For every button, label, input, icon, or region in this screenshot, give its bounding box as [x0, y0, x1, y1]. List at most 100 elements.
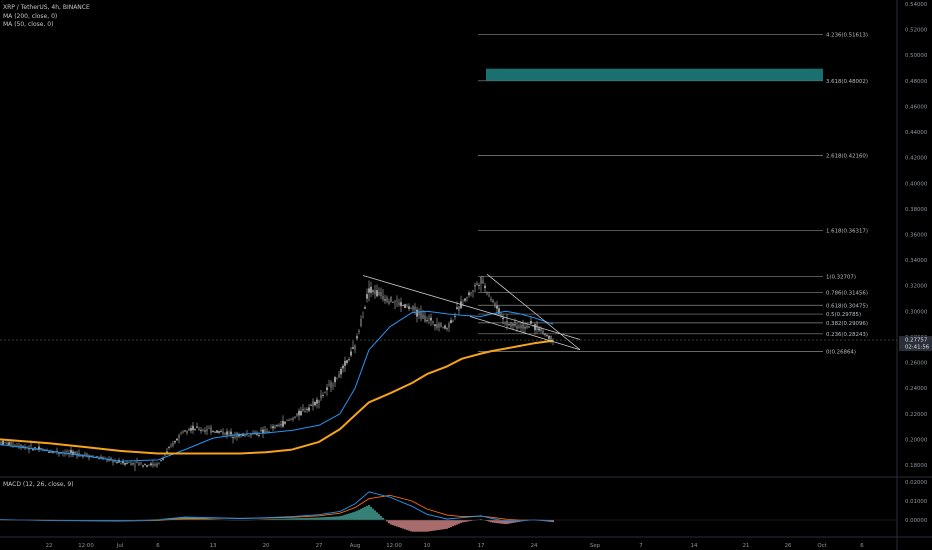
candle-body [212, 431, 214, 432]
candle-body [16, 445, 18, 447]
macd-histogram-bar [436, 520, 438, 531]
time-tick-label: 21 [743, 543, 750, 549]
time-tick-label: 12:00 [78, 543, 94, 549]
candle-body [456, 307, 458, 310]
candle-body [206, 429, 208, 432]
macd-histogram-bar [200, 518, 202, 520]
macd-histogram-bar [154, 519, 156, 520]
fib-level-label: 1.618(0.36317) [826, 228, 868, 234]
macd-histogram-bar [414, 520, 416, 532]
candle-body [516, 325, 518, 329]
candle-body [508, 324, 510, 326]
fib-level-label: 1(0.32707) [826, 275, 856, 281]
candle-body [386, 297, 388, 302]
macd-histogram-bar [424, 520, 426, 532]
candle-body [524, 327, 526, 329]
candle-body [358, 330, 360, 333]
macd-histogram-bar [300, 518, 302, 520]
candle-body [146, 465, 148, 467]
candle-body [474, 285, 476, 287]
candle-body [368, 288, 370, 293]
candle-body [338, 374, 340, 378]
candle-body [208, 428, 210, 430]
price-tick-label: 0.20000 [905, 437, 928, 443]
candle-body [310, 404, 312, 406]
price-tick-label: 0.42000 [905, 156, 928, 162]
candle-body [226, 431, 228, 435]
fib-level-label: 0.382(0.29096) [826, 321, 868, 327]
macd-histogram-bar [444, 520, 446, 530]
macd-histogram-bar [260, 519, 262, 520]
macd-histogram-bar [400, 520, 402, 528]
candle-body [298, 410, 300, 416]
macd-tick-label: 0.02000 [905, 480, 928, 486]
time-tick-label: 24 [531, 543, 538, 549]
macd-histogram-bar [494, 520, 496, 523]
macd-histogram-bar [362, 507, 364, 520]
candle-body [548, 335, 550, 339]
candle-body [502, 317, 504, 320]
candle-body [184, 430, 186, 432]
macd-histogram-bar [434, 520, 436, 531]
candle-body [20, 444, 22, 448]
candle-body [48, 451, 50, 453]
candle-body [312, 401, 314, 407]
candle-body [432, 321, 434, 323]
macd-histogram-bar [552, 520, 554, 523]
candle-body [302, 409, 304, 411]
candle-body [110, 457, 112, 460]
candle-body [428, 318, 430, 319]
macd-histogram-bar [472, 520, 474, 521]
ma50-line [0, 310, 554, 462]
candle-body [106, 460, 108, 461]
macd-histogram-bar [304, 517, 306, 520]
macd-histogram-bar [454, 520, 456, 526]
macd-histogram-bar [312, 517, 314, 520]
candle-body [498, 308, 500, 314]
candle-body [2, 440, 4, 445]
candle-body [230, 431, 232, 435]
price-tick-label: 0.54000 [905, 2, 928, 8]
symbol-legend: XRP / TetherUS, 4h, BINANCE [3, 4, 90, 11]
candle-body [530, 320, 532, 324]
macd-histogram-bar [174, 517, 176, 520]
candle-body [124, 462, 126, 465]
candle-body [260, 430, 262, 432]
candle-body [372, 290, 374, 292]
macd-histogram-bar [286, 518, 288, 520]
candle-body [280, 424, 282, 426]
candle-body [486, 292, 488, 294]
macd-histogram-bar [156, 519, 158, 520]
candle-body [512, 324, 514, 326]
macd-histogram-bar [344, 514, 346, 520]
candle-body [542, 330, 544, 334]
macd-histogram-bar [338, 516, 340, 520]
macd-histogram-bar [356, 510, 358, 520]
fib-level-label: 0(0.26864) [826, 349, 856, 355]
price-tick-label: 0.30000 [905, 309, 928, 315]
macd-histogram-bar [318, 517, 320, 520]
candle-body [72, 451, 74, 456]
price-tick-label: 0.24000 [905, 386, 928, 392]
macd-histogram-bar [202, 518, 204, 520]
macd-histogram-bar [500, 520, 502, 524]
macd-histogram-bar [350, 512, 352, 520]
macd-histogram-bar [354, 511, 356, 520]
candle-body [142, 465, 144, 467]
candle-body [450, 320, 452, 324]
candle-body [526, 325, 528, 328]
macd-histogram-bar [368, 504, 370, 520]
candle-body [248, 435, 250, 437]
time-tick-label: Sep [590, 543, 601, 549]
candle-body [308, 407, 310, 411]
price-tick-label: 0.46000 [905, 104, 928, 110]
candle-body [182, 431, 184, 433]
price-tick-label: 0.36000 [905, 233, 928, 239]
time-tick-label: Aug [350, 543, 361, 549]
candle-body [492, 300, 494, 302]
macd-histogram-bar [440, 520, 442, 530]
macd-histogram-bar [394, 520, 396, 526]
candle-body [134, 465, 136, 467]
macd-histogram-bar [468, 520, 470, 522]
